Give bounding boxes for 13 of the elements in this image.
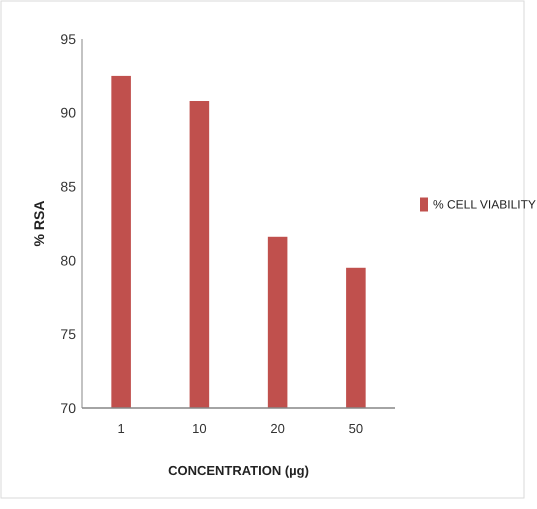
legend-label: % CELL VIABILITY xyxy=(433,198,536,212)
y-tick-label: 70 xyxy=(60,400,76,416)
x-tick-label: 1 xyxy=(118,421,125,436)
x-tick-label: 50 xyxy=(348,421,364,436)
y-tick-label: 85 xyxy=(60,178,76,194)
y-tick-label: 95 xyxy=(60,30,76,47)
y-tick-label: 80 xyxy=(60,252,76,268)
y-axis-title: % RSA xyxy=(31,200,47,246)
x-tick-label: 20 xyxy=(270,421,285,436)
y-tick-label: 75 xyxy=(60,326,76,342)
x-tick-label: 10 xyxy=(192,421,207,436)
y-tick-label: 90 xyxy=(60,104,76,121)
x-axis-title: CONCENTRATION (µg) xyxy=(168,463,309,478)
